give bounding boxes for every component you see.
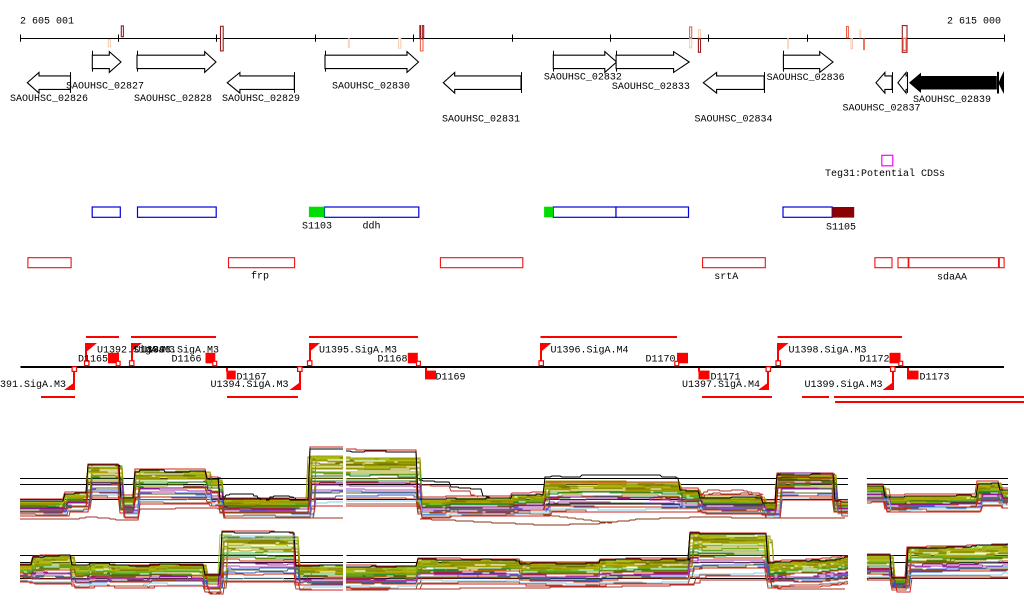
svg-text:U1392.SigA.M3: U1392.SigA.M3: [97, 344, 175, 356]
svg-text:U1396.SigA.M4: U1396.SigA.M4: [551, 344, 629, 356]
svg-text:D1168: D1168: [378, 355, 408, 366]
svg-text:U1394.SigA.M3: U1394.SigA.M3: [211, 379, 289, 391]
svg-text:SAOUHSC_02826: SAOUHSC_02826: [10, 94, 88, 105]
svg-text:frp: frp: [251, 270, 269, 282]
svg-text:SAOUHSC_02833: SAOUHSC_02833: [612, 82, 690, 93]
svg-text:SAOUHSC_02830: SAOUHSC_02830: [332, 82, 410, 93]
svg-text:D1169: D1169: [436, 373, 466, 384]
svg-text:SAOUHSC_02832: SAOUHSC_02832: [544, 72, 622, 83]
svg-text:S1105: S1105: [826, 223, 856, 234]
svg-text:U1894: U1894: [135, 345, 165, 356]
svg-text:U1395.SigA.M3: U1395.SigA.M3: [319, 344, 397, 356]
svg-text:SAOUHSC_02827: SAOUHSC_02827: [66, 81, 144, 92]
svg-text:srtA: srtA: [714, 272, 738, 283]
svg-text:D1167: D1167: [237, 373, 267, 384]
svg-text:D1170: D1170: [646, 355, 676, 366]
svg-text:U1399.SigA.M3: U1399.SigA.M3: [805, 379, 883, 391]
svg-text:SAOUHSC_02828: SAOUHSC_02828: [134, 94, 212, 105]
svg-text:U1398.SigA.M3: U1398.SigA.M3: [789, 344, 867, 356]
svg-text:SAOUHSC_02837: SAOUHSC_02837: [843, 104, 921, 115]
svg-text:D1172: D1172: [860, 355, 890, 366]
svg-text:391.SigA.M3: 391.SigA.M3: [0, 379, 66, 391]
svg-text:D1166: D1166: [172, 355, 202, 366]
svg-text:SAOUHSC_02839: SAOUHSC_02839: [913, 95, 991, 106]
svg-text:U1393.SigA.M3: U1393.SigA.M3: [141, 344, 219, 356]
svg-text:SAOUHSC_02836: SAOUHSC_02836: [767, 73, 845, 84]
svg-text:Teg31:Potential CDSs: Teg31:Potential CDSs: [825, 168, 945, 180]
svg-text:SAOUHSC_02834: SAOUHSC_02834: [695, 114, 773, 125]
svg-text:SAOUHSC_02829: SAOUHSC_02829: [222, 94, 300, 105]
svg-text:U1397.SigA.M4: U1397.SigA.M4: [682, 379, 760, 391]
svg-text:D1165: D1165: [78, 355, 108, 366]
svg-text:D1171: D1171: [711, 373, 741, 384]
svg-text:ddh: ddh: [363, 221, 381, 233]
svg-text:D1173: D1173: [920, 373, 950, 384]
svg-text:2 615 000: 2 615 000: [947, 17, 1001, 28]
svg-text:SAOUHSC_02831: SAOUHSC_02831: [442, 114, 520, 125]
svg-text:S1103: S1103: [302, 222, 332, 233]
svg-text:2 605 001: 2 605 001: [20, 17, 74, 28]
svg-text:sdaAA: sdaAA: [937, 272, 967, 284]
